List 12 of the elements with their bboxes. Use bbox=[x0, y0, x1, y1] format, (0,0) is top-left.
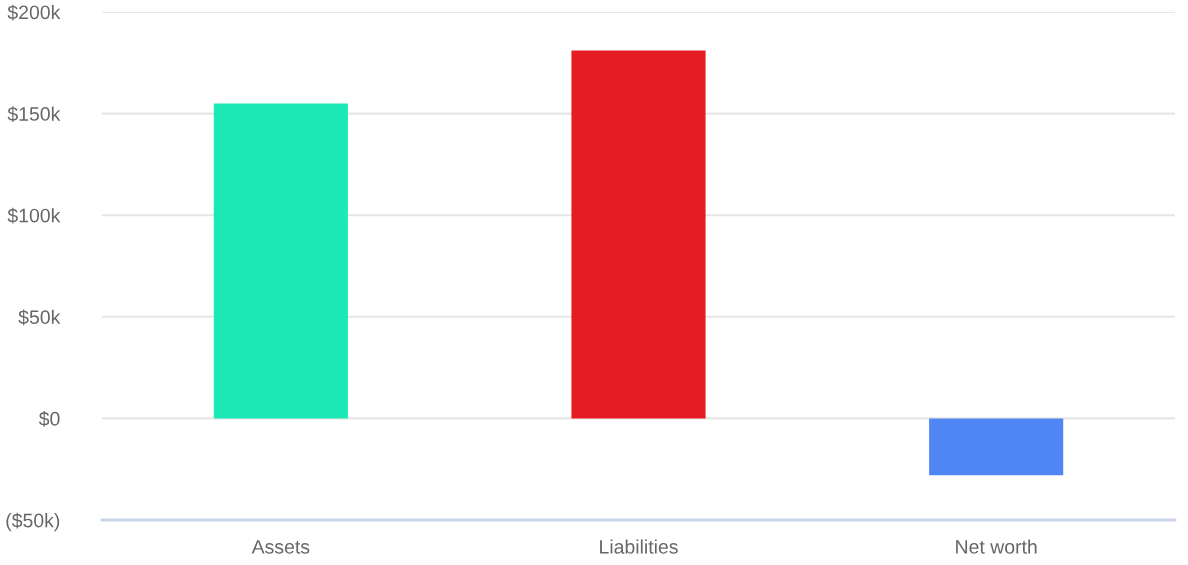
bar bbox=[213, 103, 348, 419]
y-tick-label: $200k bbox=[7, 4, 61, 21]
y-tick-label: $0 bbox=[38, 411, 60, 427]
y-tick-label: ($50k) bbox=[6, 512, 60, 532]
x-tick-label: Assets bbox=[251, 540, 310, 554]
x-tick-label: Net worth bbox=[956, 539, 1037, 554]
x-tick-label: Liabilities bbox=[600, 539, 678, 554]
y-tick-label: $150k bbox=[7, 106, 61, 122]
bar bbox=[571, 50, 706, 419]
bar bbox=[929, 418, 1064, 476]
y-tick-label: $100k bbox=[7, 207, 61, 224]
y-tick-label: $50k bbox=[18, 309, 61, 326]
